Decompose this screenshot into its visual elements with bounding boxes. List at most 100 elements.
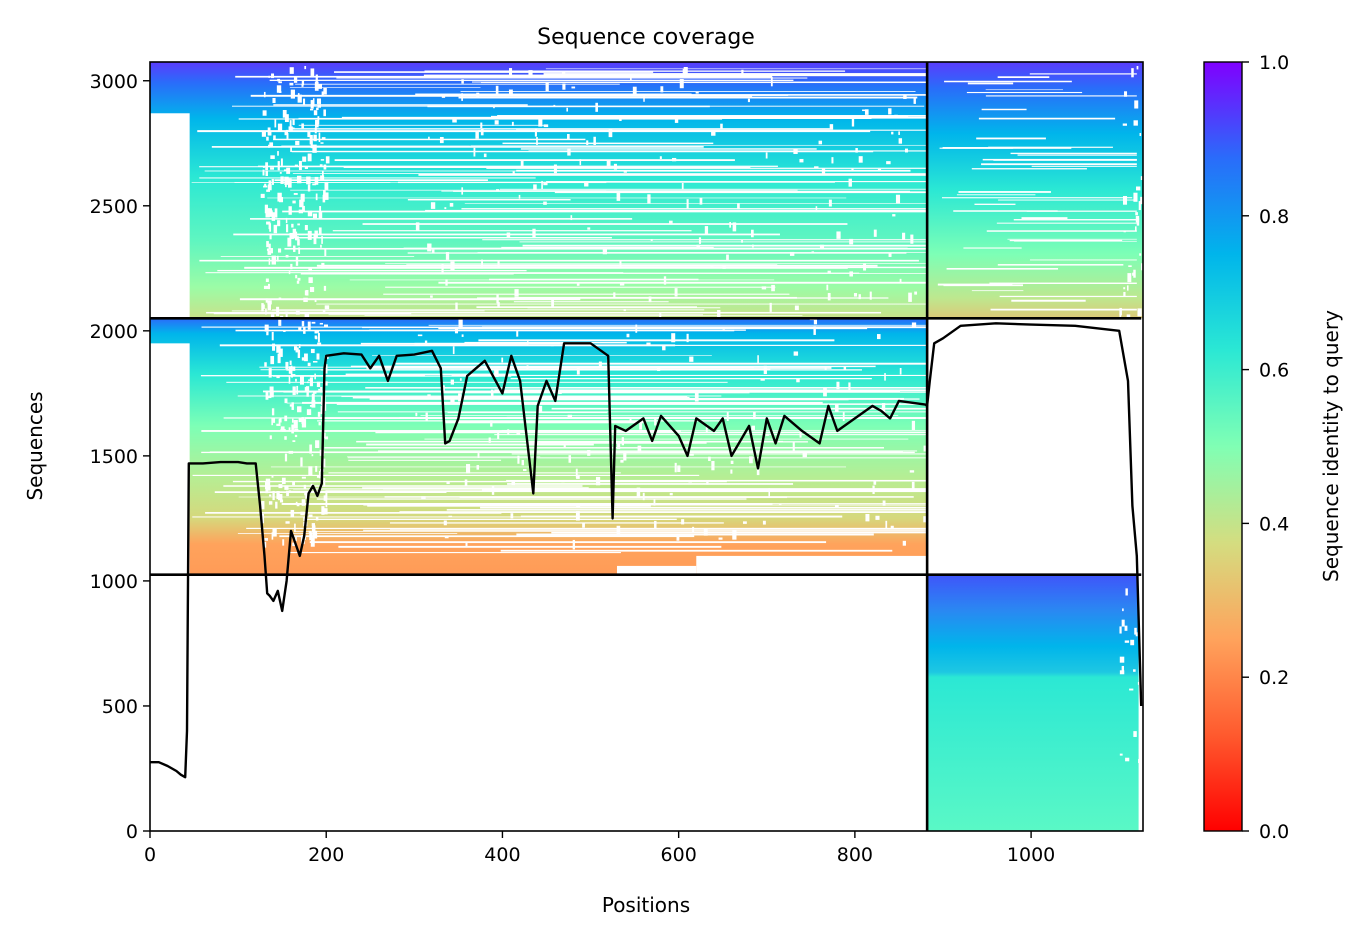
gap-streak — [507, 483, 794, 485]
gap-streak — [470, 144, 928, 146]
gap-speckle — [293, 192, 298, 195]
gap-speckle — [1135, 212, 1138, 216]
gap-speckle — [1119, 441, 1124, 443]
gap-speckle — [425, 412, 428, 422]
gap-streak — [366, 443, 594, 446]
gap-streak — [944, 80, 1072, 83]
chart-title: Sequence coverage — [537, 25, 755, 50]
gap-streak — [298, 124, 545, 126]
gap-streak — [262, 390, 901, 393]
gap-speckle — [873, 229, 877, 237]
gap-streak — [545, 68, 928, 70]
gap-speckle — [452, 346, 455, 355]
gap-speckle — [265, 162, 269, 171]
gap-speckle — [761, 286, 767, 290]
gap-speckle — [284, 114, 289, 123]
gap-speckle — [289, 120, 292, 129]
gap-streak — [334, 159, 735, 162]
gap-speckle — [526, 365, 529, 370]
gap-speckle — [545, 81, 549, 92]
gap-streak — [267, 197, 847, 199]
gap-speckle — [290, 365, 293, 375]
gap-speckle — [1119, 626, 1122, 634]
gap-speckle — [444, 207, 447, 210]
gap-streak — [990, 308, 1137, 311]
gap-speckle — [1125, 336, 1128, 346]
gap-speckle — [848, 178, 852, 187]
gap-speckle — [836, 231, 841, 239]
gap-speckle — [706, 480, 709, 485]
gap-streak — [942, 147, 1072, 149]
gap-speckle — [315, 465, 318, 472]
gap-speckle — [265, 170, 268, 177]
gap-speckle — [450, 379, 454, 385]
gap-streak — [464, 203, 928, 204]
gap-speckle — [304, 492, 307, 496]
gap-speckle — [881, 403, 886, 413]
gap-speckle — [288, 178, 292, 188]
gap-speckle — [659, 313, 662, 320]
gap-streak — [501, 246, 714, 249]
gap-streak — [420, 415, 899, 416]
colorbar-tick-label: 0.2 — [1259, 667, 1289, 689]
gap-streak — [246, 527, 928, 529]
gap-speckle — [753, 411, 756, 420]
gap-speckle — [306, 387, 309, 397]
gap-streak — [385, 263, 928, 265]
gap-streak — [282, 210, 928, 213]
gap-speckle — [293, 245, 296, 252]
gap-speckle — [268, 75, 271, 78]
gap-speckle — [277, 353, 281, 364]
gap-speckle — [626, 333, 630, 338]
gap-streak — [316, 264, 878, 267]
y-tick-label: 1000 — [90, 571, 138, 593]
gap-streak — [328, 472, 621, 474]
gap-speckle — [683, 67, 688, 76]
gap-speckle — [511, 121, 514, 126]
gap-speckle — [264, 538, 268, 541]
gap-speckle — [646, 342, 651, 345]
gap-streak — [1013, 219, 1137, 221]
coverage-line-layer — [150, 322, 1143, 779]
gap-speckle — [324, 436, 329, 440]
gap-speckle — [283, 330, 286, 333]
gap-speckle — [659, 156, 662, 160]
gap-speckle — [277, 161, 280, 171]
gap-speckle — [576, 474, 580, 479]
gap-speckle — [313, 234, 317, 245]
gap-streak — [1029, 259, 1137, 261]
gap-speckle — [312, 530, 318, 539]
gap-streak — [348, 503, 618, 505]
gap-speckle — [284, 436, 287, 440]
x-tick-label: 400 — [484, 844, 520, 866]
gap-speckle — [742, 521, 747, 524]
gap-speckle — [520, 160, 524, 168]
gap-speckle — [315, 516, 319, 521]
gap-speckle — [1126, 285, 1129, 291]
gap-streak — [348, 459, 502, 461]
gap-speckle — [284, 131, 287, 136]
gap-streak — [343, 166, 751, 168]
gap-speckle — [314, 335, 317, 339]
gap-speckle — [1133, 669, 1136, 672]
gap-speckle — [318, 227, 322, 235]
gap-streak — [292, 173, 928, 174]
gap-speckle — [1119, 313, 1122, 321]
gap-speckle — [623, 309, 626, 312]
gap-speckle — [459, 378, 462, 381]
gap-speckle — [292, 366, 296, 371]
gap-speckle — [576, 504, 581, 509]
gap-speckle — [778, 503, 782, 506]
gap-streak — [1026, 210, 1137, 212]
gap-speckle — [290, 263, 293, 270]
gap-streak — [324, 447, 884, 449]
gap-speckle — [448, 515, 453, 518]
gap-speckle — [278, 418, 281, 426]
gap-speckle — [523, 469, 527, 472]
gap-speckle — [853, 293, 858, 297]
gap-speckle — [480, 122, 483, 129]
gap-speckle — [264, 324, 269, 332]
gap-speckle — [297, 223, 300, 226]
gap-speckle — [271, 408, 275, 416]
